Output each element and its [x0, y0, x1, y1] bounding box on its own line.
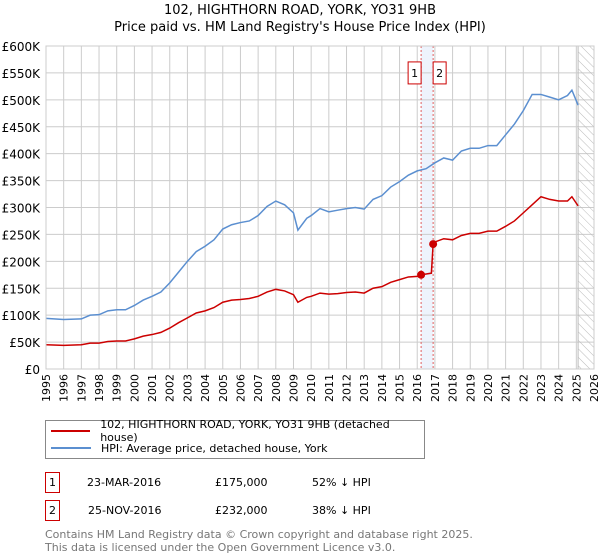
forecast-hatch	[577, 45, 595, 370]
x-tick-label: 2022	[517, 374, 530, 402]
y-tick-label: £100K	[2, 309, 42, 323]
x-tick-label: 2020	[482, 374, 495, 402]
x-tick-label: 1998	[93, 374, 106, 402]
plot-border	[45, 45, 595, 370]
sale-price: £232,000	[215, 504, 268, 517]
y-tick-label: £350K	[2, 175, 42, 189]
y-tick-label: £0	[25, 363, 40, 377]
legend-swatch-red	[51, 430, 91, 432]
x-tick-label: 2005	[217, 374, 230, 402]
sale-row: 2 25-NOV-2016 £232,000 38% ↓ HPI	[45, 500, 445, 521]
chart-subtitle: Price paid vs. HM Land Registry's House …	[114, 20, 486, 35]
x-tick-label: 2024	[553, 374, 566, 402]
y-tick-label: £50K	[9, 336, 41, 350]
x-tick-label: 2025	[570, 374, 583, 402]
y-tick-label: £150K	[2, 282, 42, 296]
x-tick-label: 2021	[500, 374, 513, 402]
x-tick-label: 2002	[164, 374, 177, 402]
footer-line-1: Contains HM Land Registry data © Crown c…	[45, 528, 473, 541]
x-tick-label: 2010	[305, 374, 318, 402]
legend-label: 102, HIGHTHORN ROAD, YORK, YO31 9HB (det…	[100, 418, 390, 444]
y-tick-label: £500K	[2, 94, 42, 108]
y-tick-label: £550K	[2, 67, 42, 81]
x-tick-label: 2019	[464, 374, 477, 402]
legend-item-hpi: HPI: Average price, detached house, York	[51, 440, 328, 456]
y-tick-label: £600K	[2, 40, 42, 54]
x-tick-label: 2011	[323, 374, 336, 402]
legend: 102, HIGHTHORN ROAD, YORK, YO31 9HB (det…	[45, 418, 425, 459]
chart-title: 102, HIGHTHORN ROAD, YORK, YO31 9HB	[164, 3, 436, 18]
x-tick-label: 2008	[270, 374, 283, 402]
y-tick-label: £450K	[2, 121, 42, 135]
x-tick-label: 2006	[234, 374, 247, 402]
sale-badge-box	[407, 61, 422, 85]
x-tick-label: 1999	[111, 374, 124, 402]
x-tick-label: 2026	[588, 374, 600, 402]
x-tick-label: 1997	[75, 374, 88, 402]
x-tick-label: 2014	[376, 374, 389, 402]
y-tick-label: £300K	[2, 202, 42, 216]
y-tick-label: £250K	[2, 228, 42, 242]
sale-badge: 1	[45, 472, 60, 493]
x-tick-label: 2003	[181, 374, 194, 402]
sale-point	[417, 270, 426, 279]
sale-date: 25-NOV-2016	[88, 504, 162, 517]
plot-area: £0 £50K £100K £150K £200K £250K £300K £350K £400…	[2, 40, 600, 402]
x-tick-label: 2017	[429, 374, 442, 402]
price-paid-line	[45, 195, 579, 347]
x-tick-label: 2013	[358, 374, 371, 402]
footer: Contains HM Land Registry data © Crown c…	[45, 528, 473, 554]
sale-hpi-diff: 38% ↓ HPI	[312, 504, 371, 517]
y-tick-label: £200K	[2, 255, 42, 269]
legend-item-property: 102, HIGHTHORN ROAD, YORK, YO31 9HB (det…	[51, 418, 424, 444]
sale-badge: 2	[45, 500, 60, 521]
legend-label: HPI: Average price, detached house, York	[101, 441, 328, 455]
x-tick-label: 2016	[411, 374, 424, 402]
legend-swatch-blue	[51, 447, 91, 449]
x-tick-label: 1996	[58, 374, 71, 402]
x-tick-label: 1995	[40, 374, 53, 402]
sale-hpi-diff: 52% ↓ HPI	[312, 476, 371, 489]
x-tick-label: 2007	[252, 374, 265, 402]
sale-point	[429, 240, 438, 249]
sale-price: £175,000	[215, 476, 268, 489]
footer-line-2: This data is licensed under the Open Gov…	[45, 541, 396, 554]
sale-badge-box	[432, 61, 447, 85]
x-tick-label: 2015	[394, 374, 407, 402]
x-tick-label: 2018	[447, 374, 460, 402]
hpi-line	[45, 88, 579, 321]
sale-row: 1 23-MAR-2016 £175,000 52% ↓ HPI	[45, 472, 445, 493]
y-tick-label: £400K	[2, 148, 42, 162]
sale-date: 23-MAR-2016	[87, 476, 162, 489]
x-tick-label: 2000	[128, 374, 141, 402]
sale-badge-label: 2	[436, 67, 443, 80]
x-tick-label: 2023	[535, 374, 548, 402]
sale-badge-label: 1	[411, 67, 418, 80]
x-tick-label: 2004	[199, 374, 212, 402]
x-tick-label: 2009	[287, 374, 300, 402]
x-tick-label: 2001	[146, 374, 159, 402]
x-tick-label: 2012	[341, 374, 354, 402]
